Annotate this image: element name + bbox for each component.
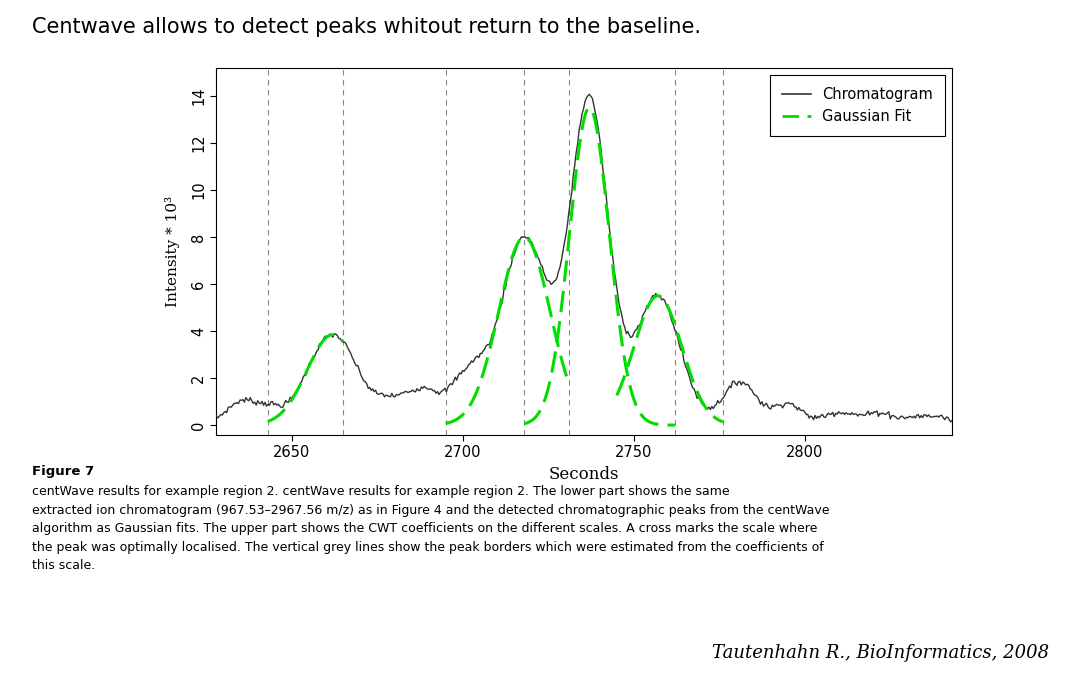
Text: Centwave allows to detect peaks whitout return to the baseline.: Centwave allows to detect peaks whitout … [32, 17, 701, 37]
Text: Tautenhahn R., BioInformatics, 2008: Tautenhahn R., BioInformatics, 2008 [712, 644, 1050, 662]
Text: centWave results for example region 2. centWave results for example region 2. Th: centWave results for example region 2. c… [32, 485, 830, 572]
Y-axis label: Intensity * 10³: Intensity * 10³ [164, 196, 180, 307]
Text: Figure 7: Figure 7 [32, 465, 94, 478]
X-axis label: Seconds: Seconds [549, 466, 620, 483]
Legend: Chromatogram, Gaussian Fit: Chromatogram, Gaussian Fit [770, 75, 945, 136]
